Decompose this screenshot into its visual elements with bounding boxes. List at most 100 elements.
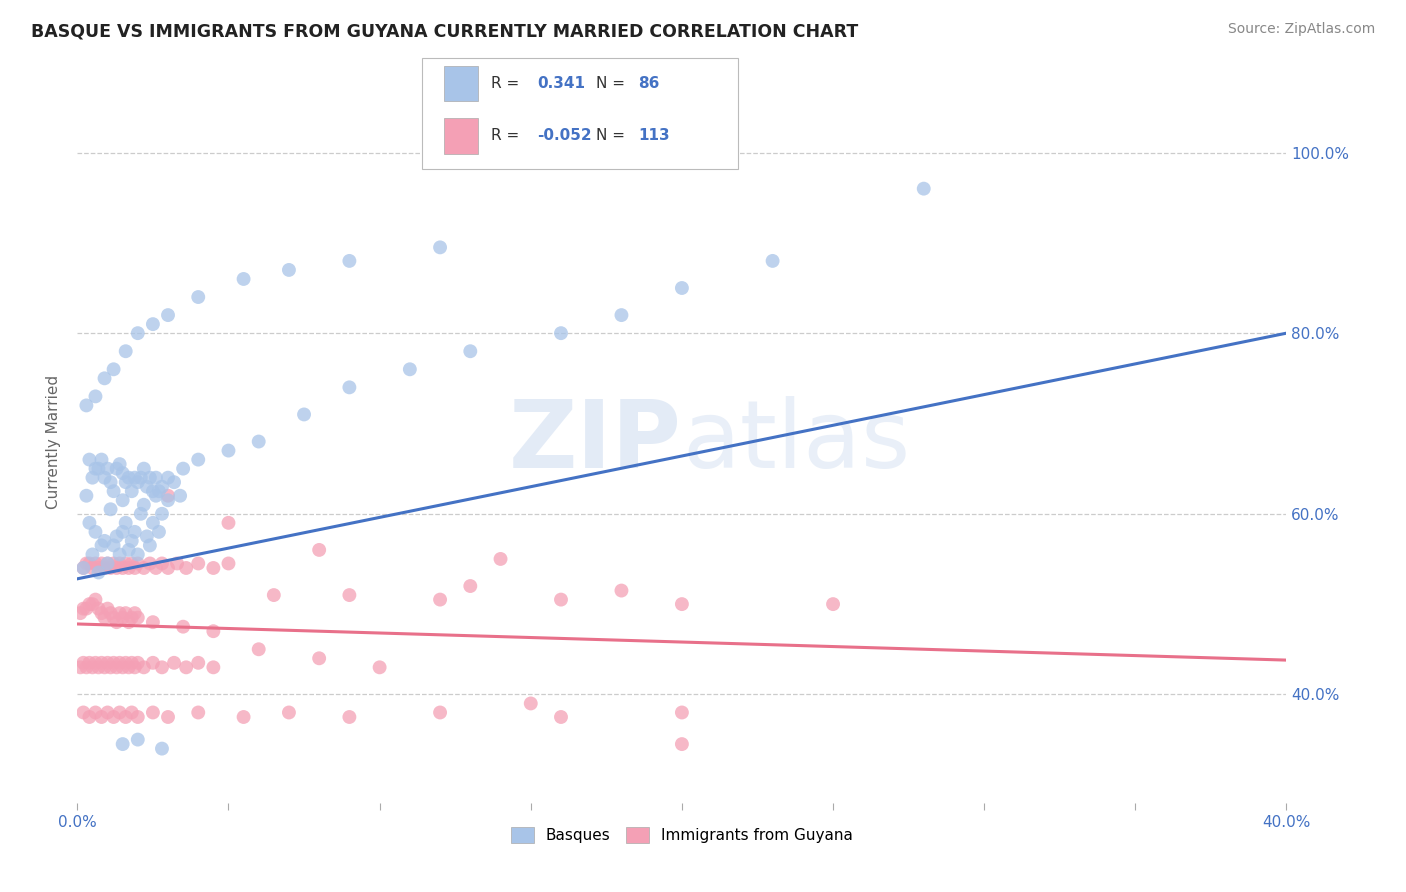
Point [187, 452, 209, 467]
Point [187, 557, 209, 571]
Point [124, 524, 146, 539]
Point [118, 471, 141, 485]
Point [135, 480, 157, 494]
Point [90, 656, 112, 670]
Point [103, 362, 125, 376]
Point [337, 380, 360, 394]
Point [132, 461, 155, 475]
Point [75, 489, 97, 503]
Point [218, 443, 240, 458]
Point [139, 471, 162, 485]
Point [75, 601, 97, 615]
Point [121, 533, 143, 548]
Text: BASQUE VS IMMIGRANTS FROM GUYANA CURRENTLY MARRIED CORRELATION CHART: BASQUE VS IMMIGRANTS FROM GUYANA CURRENT… [31, 22, 858, 40]
Point [145, 471, 167, 485]
Point [163, 475, 186, 490]
Text: 0.341: 0.341 [537, 76, 585, 91]
Point [142, 706, 165, 720]
Point [111, 660, 134, 674]
Point [139, 557, 162, 571]
Point [82, 548, 104, 562]
Point [232, 710, 254, 724]
Point [157, 561, 180, 575]
Y-axis label: Currently Married: Currently Married [46, 375, 62, 508]
Text: ZIP: ZIP [509, 395, 682, 488]
Point [172, 461, 194, 475]
Point [118, 615, 141, 630]
Point [247, 434, 270, 449]
Point [114, 516, 136, 530]
Point [114, 710, 136, 724]
Point [118, 561, 141, 575]
Point [150, 741, 173, 756]
Point [157, 710, 180, 724]
Point [145, 489, 167, 503]
Point [75, 660, 97, 674]
Point [150, 480, 173, 494]
Point [114, 475, 136, 490]
Point [202, 624, 225, 639]
Point [150, 660, 173, 674]
Point [114, 557, 136, 571]
Point [169, 489, 191, 503]
Point [145, 561, 167, 575]
Text: R =: R = [491, 128, 519, 144]
Point [90, 606, 112, 620]
Point [187, 290, 209, 304]
Point [218, 516, 240, 530]
Point [72, 706, 94, 720]
Legend: Basques, Immigrants from Guyana: Basques, Immigrants from Guyana [505, 822, 859, 849]
Point [166, 557, 188, 571]
Point [84, 524, 107, 539]
Point [103, 538, 125, 552]
Point [96, 461, 118, 475]
Point [82, 660, 104, 674]
Point [142, 615, 165, 630]
Point [93, 561, 115, 575]
Point [292, 408, 315, 422]
Point [163, 656, 186, 670]
Point [105, 461, 128, 475]
Point [96, 601, 118, 615]
Point [100, 561, 122, 575]
Text: Source: ZipAtlas.com: Source: ZipAtlas.com [1227, 22, 1375, 37]
Point [72, 601, 94, 615]
Point [132, 660, 155, 674]
Point [458, 344, 481, 359]
Point [368, 660, 391, 674]
Point [429, 592, 451, 607]
Point [108, 706, 131, 720]
Point [118, 660, 141, 674]
Point [520, 697, 543, 711]
Point [79, 656, 101, 670]
Point [121, 610, 143, 624]
Point [127, 326, 149, 341]
Point [84, 557, 107, 571]
Point [150, 557, 173, 571]
Point [105, 529, 128, 543]
Point [75, 557, 97, 571]
Point [247, 642, 270, 657]
Point [75, 398, 97, 412]
Point [79, 452, 101, 467]
Point [429, 706, 451, 720]
Point [671, 597, 693, 611]
Point [90, 538, 112, 552]
Point [671, 706, 693, 720]
Text: -0.052: -0.052 [537, 128, 592, 144]
Point [118, 542, 141, 557]
Point [87, 461, 110, 475]
Point [135, 529, 157, 543]
Point [278, 263, 301, 277]
Point [550, 710, 572, 724]
Point [111, 737, 134, 751]
Point [308, 542, 330, 557]
Point [148, 524, 170, 539]
Point [90, 710, 112, 724]
Point [127, 610, 149, 624]
Point [90, 452, 112, 467]
Point [108, 457, 131, 471]
Point [127, 732, 149, 747]
Point [93, 471, 115, 485]
Point [90, 557, 112, 571]
